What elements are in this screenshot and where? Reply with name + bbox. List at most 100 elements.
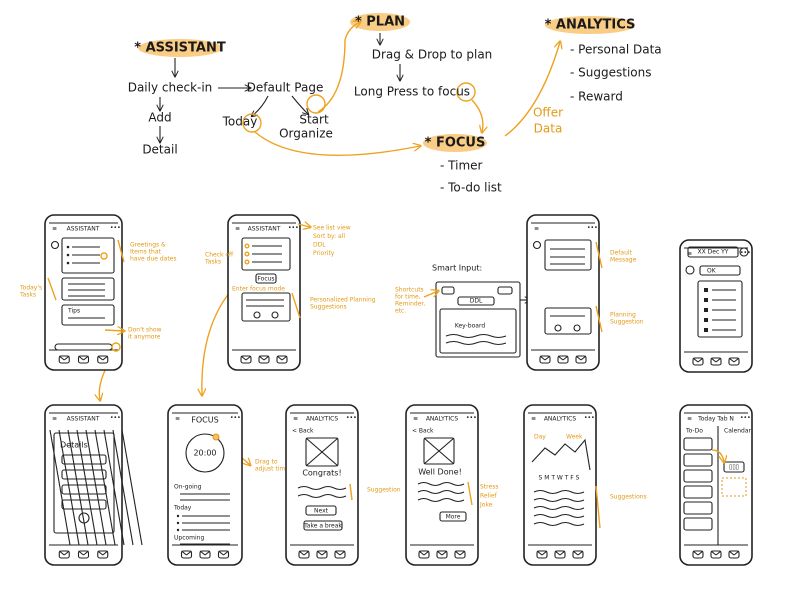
bullet [176,521,180,525]
box [728,550,740,559]
box [255,273,277,284]
screen-title: Today Tab N [697,416,734,423]
box [683,453,713,467]
box [710,357,722,366]
sketch-line [572,550,579,556]
more-icon: ••• [288,225,299,232]
menu-icon: ≡ [235,226,240,233]
screen-title: ANALYTICS [426,416,459,423]
highlights [138,13,635,152]
box [258,355,270,364]
sketch-line [575,355,582,361]
box [683,437,713,451]
avatar [532,240,542,250]
sketch-line [186,550,192,556]
label: Take a break [303,523,342,530]
box [61,454,107,465]
menu-icon: ≡ [175,416,180,423]
box [334,550,346,559]
box [692,357,704,366]
label: Start [299,113,329,127]
box [683,517,713,531]
block-mark: ▯▯▯ [729,464,739,471]
more-icon: ••• [110,225,121,232]
label: Message [610,257,637,264]
label: Joke [479,502,493,509]
box [241,292,291,322]
box [58,355,70,364]
label: Stress [480,484,498,491]
menu-icon: ≡ [534,226,539,233]
more-icon: ••• [110,415,121,422]
check-box [704,308,708,312]
text-scribble [533,489,585,495]
sketch-line [305,437,339,467]
box [61,237,115,274]
box [544,307,592,335]
sketch-line [595,241,603,269]
box [497,286,513,295]
sketch-line [541,550,548,556]
more-icon: ••• [346,415,357,422]
label: Add [148,111,171,125]
box [97,550,109,559]
box [557,355,569,364]
sketch-line [697,550,704,556]
sketch-line [562,355,569,361]
check-box [704,328,708,332]
sketch-line [577,550,584,556]
menu-icon: ≡ [687,251,692,258]
bullet [176,528,180,532]
check [244,259,250,265]
label: Long Press to focus [354,85,470,99]
sketch-line [245,355,252,361]
more-icon: ••• [230,415,241,422]
box [435,281,521,358]
box [554,550,566,559]
label: Tasks [19,292,36,299]
box [457,296,495,306]
sketch-line [728,550,735,556]
box [61,469,107,480]
sketch-line [554,550,561,556]
sketch-line [78,550,84,556]
sketch-line [102,550,109,556]
sketch-line [102,355,109,361]
text-scribble [417,481,465,487]
sketch-line [112,429,134,546]
menu-icon: ≡ [413,416,418,423]
screen-title: ASSISTANT [67,416,100,423]
label: - To-do list [440,181,502,195]
more-icon: ••• [587,225,598,232]
sketch-line [539,355,546,361]
label: Tasks [204,259,221,266]
sketch-line [97,550,104,556]
sketch-line [733,550,740,556]
label: Offer [533,106,563,120]
sketch-line [339,550,346,556]
label: it anymore [128,334,161,341]
check [244,243,250,249]
btn [271,311,279,319]
label: for time, [395,294,421,301]
label: Personalized Planning [310,297,376,304]
label: Suggestions [310,304,347,311]
box [572,550,584,559]
section-title: * ASSISTANT [134,41,226,56]
more-icon: ••• [584,415,595,422]
menu-icon: ≡ [52,416,57,423]
section-title: * FOCUS [425,136,486,151]
btn [573,324,581,332]
sketch-line [544,355,551,361]
sketch-line [441,550,448,556]
bullet [66,261,70,265]
check-box [704,288,708,292]
text-scribble [297,485,347,491]
box [439,308,517,354]
sketch-line [710,550,717,556]
add-btn [111,342,121,352]
more-icon: ••• [740,415,751,422]
sketch-line [263,355,270,361]
label: Today [173,505,192,512]
